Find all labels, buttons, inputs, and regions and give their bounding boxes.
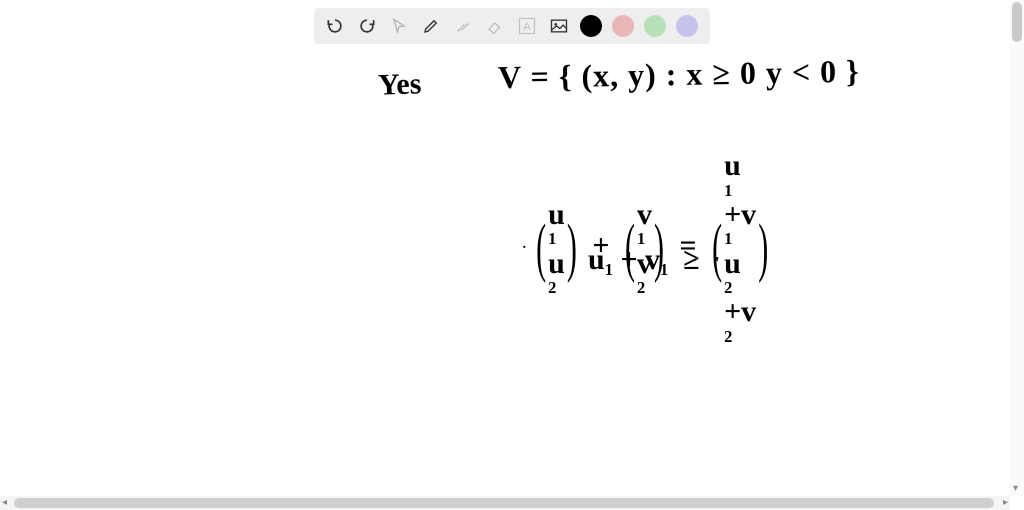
scroll-right-icon: ▸ xyxy=(1003,497,1008,508)
horizontal-scrollbar-thumb[interactable] xyxy=(14,498,994,508)
vertical-scrollbar[interactable]: ▾ xyxy=(1010,0,1024,496)
whiteboard-app: A Yes V = { (x, y) : x ≥ 0 y < 0 } · ( u… xyxy=(0,0,1024,510)
horizontal-scrollbar[interactable]: ◂ ▸ xyxy=(0,496,1010,510)
scroll-down-icon: ▾ xyxy=(1013,483,1018,494)
hw-inequality: u1 + v1 ≥ ' xyxy=(588,245,720,278)
scroll-left-icon: ◂ xyxy=(2,497,7,508)
canvas[interactable]: Yes V = { (x, y) : x ≥ 0 y < 0 } · ( u1 … xyxy=(0,0,1024,510)
vertical-scrollbar-thumb[interactable] xyxy=(1012,2,1022,42)
hw-set-definition: V = { (x, y) : x ≥ 0 y < 0 } xyxy=(498,55,860,93)
hw-yes: Yes xyxy=(377,69,421,100)
